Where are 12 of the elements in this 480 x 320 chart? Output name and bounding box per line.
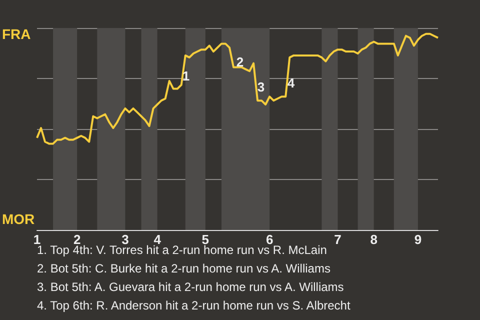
text: 2. Bot 5th: C. Burke hit a 2-run home run vs A. Williams <box>37 262 330 276</box>
annotation: 3 <box>257 80 265 94</box>
annotation: 2 <box>236 54 244 70</box>
text: 3. Bot 5th: A. Guevara hit a 2-run home run vs A. Williams <box>37 280 344 294</box>
text: MOR <box>2 211 35 227</box>
text: 4. Top 6th: R. Anderson hit a 2-run home run vs S. Albrecht <box>37 298 351 312</box>
x-tick-label: 9 <box>414 232 422 247</box>
x-tick-label: 7 <box>334 232 342 247</box>
annotation: 1 <box>182 68 190 84</box>
text: FRA <box>2 26 31 42</box>
annotation: 4 <box>287 76 296 90</box>
x-tick-label: 8 <box>370 232 378 247</box>
